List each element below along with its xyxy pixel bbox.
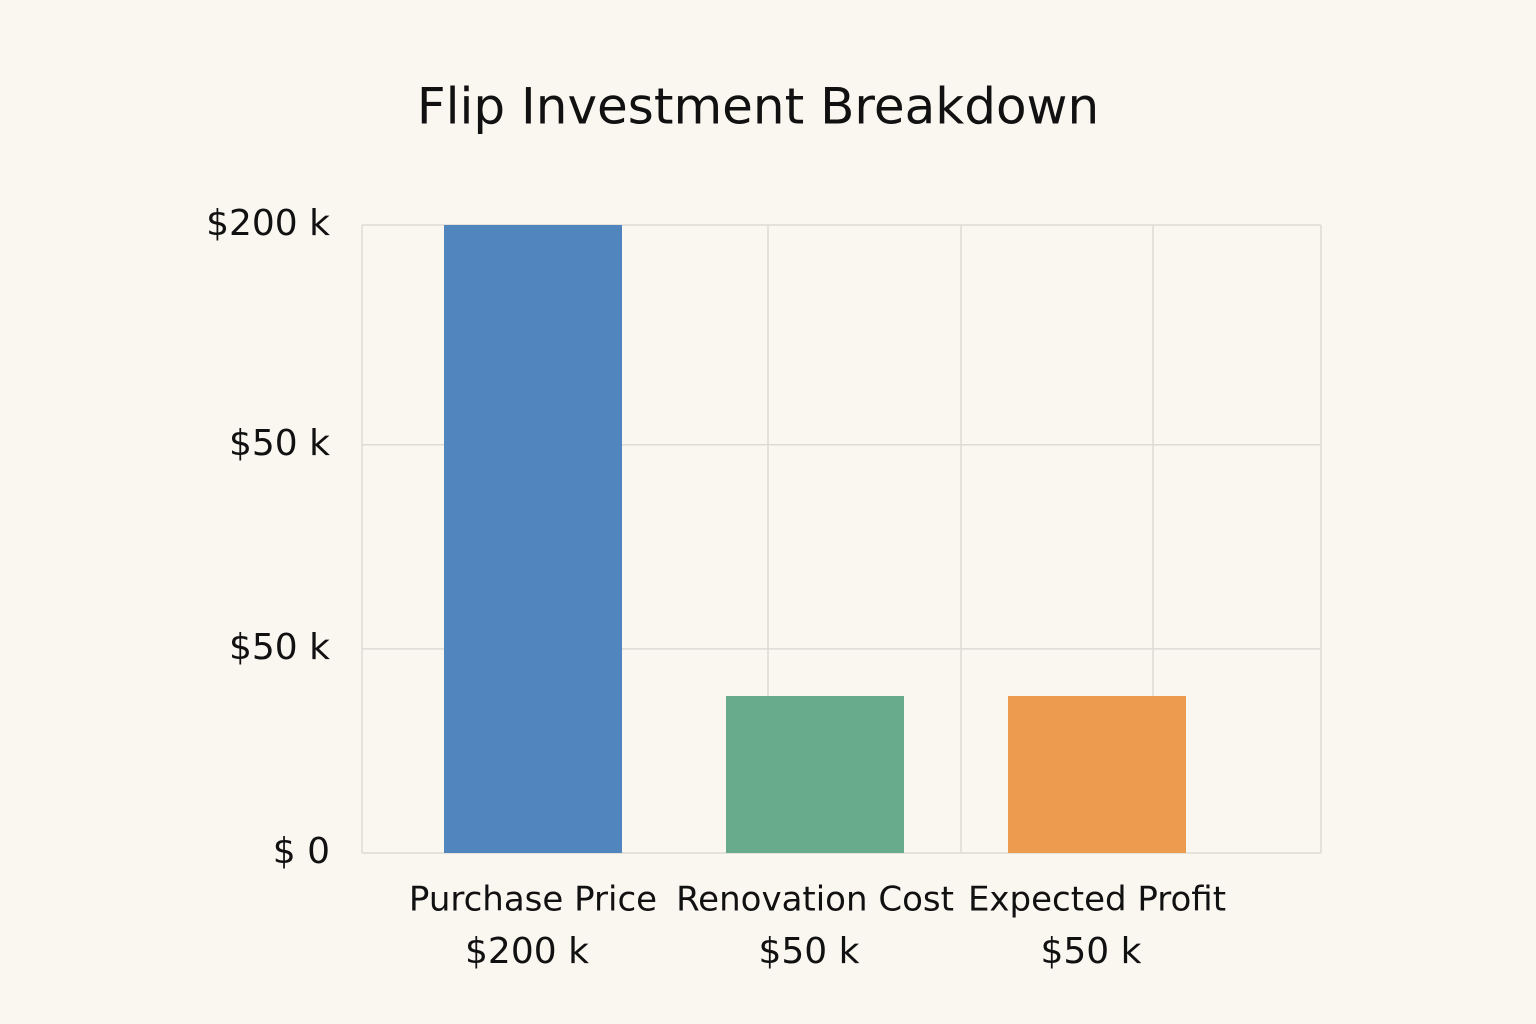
bar — [726, 696, 904, 853]
y-tick-label: $50 k — [229, 423, 330, 464]
chart-title: Flip Investment Breakdown — [417, 78, 1099, 136]
y-tick-label: $ 0 — [273, 831, 330, 872]
value-label: $50 k — [758, 931, 859, 972]
bar — [444, 225, 622, 853]
value-label: $200 k — [465, 931, 589, 972]
x-tick-label: Purchase Price — [409, 880, 657, 920]
x-tick-label: Expected Profit — [968, 880, 1226, 920]
bar — [1008, 696, 1186, 853]
x-tick-label: Renovation Cost — [676, 880, 954, 920]
y-tick-label: $50 k — [229, 627, 330, 668]
value-label: $50 k — [1040, 931, 1141, 972]
y-tick-label: $200 k — [206, 203, 330, 244]
